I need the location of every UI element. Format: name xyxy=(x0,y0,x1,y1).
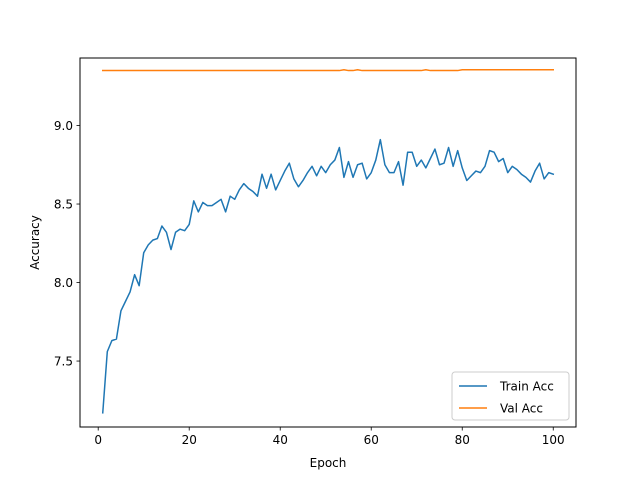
axes-frame xyxy=(79,57,577,428)
x-tick-label: 40 xyxy=(273,433,288,447)
y-tick-label: 7.5 xyxy=(54,355,73,369)
tick-group: 0 20 40 60 80 100 7.5 8.0 8.5 9.0 xyxy=(54,119,565,447)
legend-label-val-acc: Val Acc xyxy=(500,402,543,416)
y-tick-label: 8.5 xyxy=(54,198,73,212)
series-line-train-acc xyxy=(101,138,555,414)
y-axis-label: Accuracy xyxy=(28,215,42,270)
y-tick-label: 8.0 xyxy=(54,276,73,290)
x-tick-label: 100 xyxy=(542,433,565,447)
series-line-val-acc xyxy=(102,69,554,72)
x-tick-label: 80 xyxy=(455,433,470,447)
legend-label-train-acc: Train Acc xyxy=(499,380,554,394)
y-tick-label: 9.0 xyxy=(54,119,73,133)
plot-area xyxy=(101,69,555,414)
x-tick-label: 20 xyxy=(182,433,197,447)
legend: Train Acc Val Acc xyxy=(451,371,570,421)
x-axis-label: Epoch xyxy=(310,456,347,470)
x-tick-label: 0 xyxy=(94,433,102,447)
x-tick-label: 60 xyxy=(364,433,379,447)
